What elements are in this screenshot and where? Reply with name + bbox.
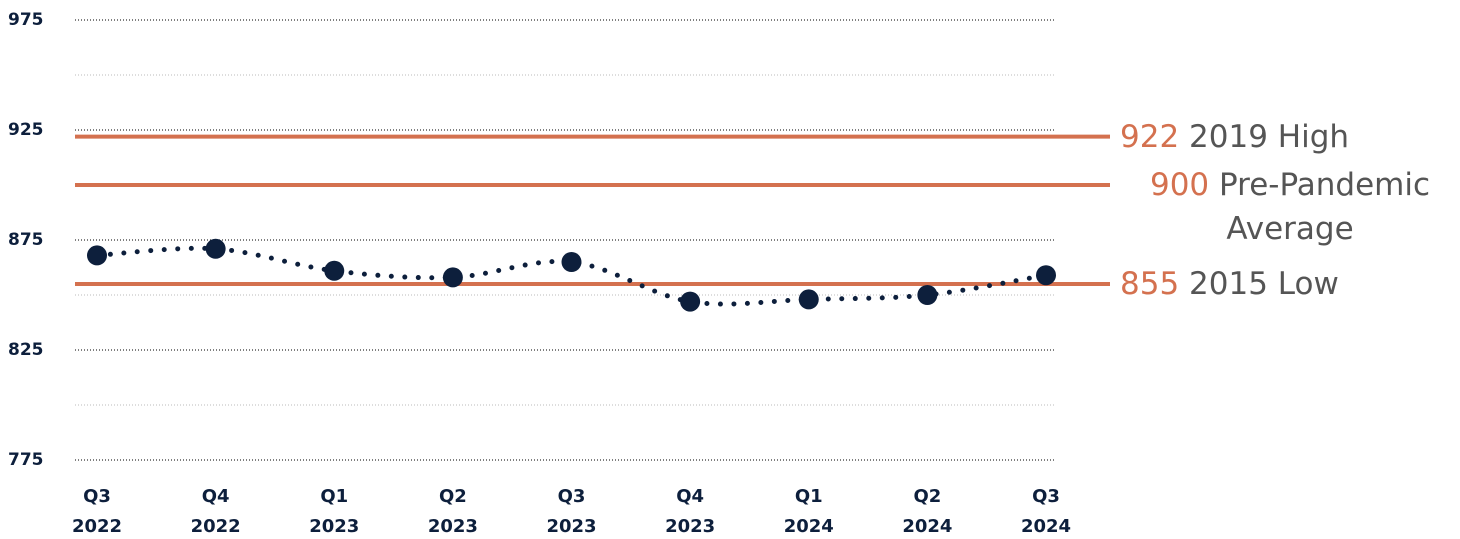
data-point	[561, 252, 582, 272]
x-tick-label: Q4 2023	[665, 486, 716, 537]
y-tick-label: 925	[8, 120, 44, 140]
y-tick-label: 825	[8, 340, 44, 360]
reference-value: 900	[1149, 167, 1210, 203]
data-point	[1036, 265, 1056, 286]
x-tick-label: Q4 2022	[190, 486, 241, 537]
y-tick-label: 775	[8, 450, 44, 470]
reference-text: 2019 High	[1189, 118, 1350, 155]
data-point	[798, 289, 819, 310]
x-tick-label: Q1 2023	[309, 486, 360, 537]
x-tick-label: Q1 2024	[783, 486, 834, 537]
reference-text: 2015 Low	[1189, 266, 1339, 302]
x-tick-label: Q3 2023	[546, 486, 597, 537]
y-tick-label: 875	[8, 230, 44, 250]
data-point	[680, 291, 701, 312]
reference-label: 900 Pre-Pandemic Average	[1120, 163, 1460, 251]
reference-value: 922	[1120, 118, 1180, 155]
x-tick-label: Q2 2024	[902, 486, 953, 537]
x-tick-label: Q3 2022	[71, 486, 123, 537]
y-tick-label: 975	[8, 10, 44, 30]
reference-label: 855 2015 Low	[1120, 262, 1339, 306]
data-point	[917, 285, 938, 305]
reference-label: 922 2019 High	[1120, 115, 1349, 159]
reference-text: Pre-Pandemic Average	[1219, 167, 1431, 247]
x-tick-label: Q3 2024	[1020, 486, 1072, 537]
data-point	[205, 238, 226, 259]
x-tick-label: Q2 2023	[427, 486, 478, 537]
data-point	[442, 267, 463, 288]
data-point	[87, 245, 107, 266]
reference-value: 855	[1120, 266, 1180, 302]
data-point	[324, 260, 345, 281]
